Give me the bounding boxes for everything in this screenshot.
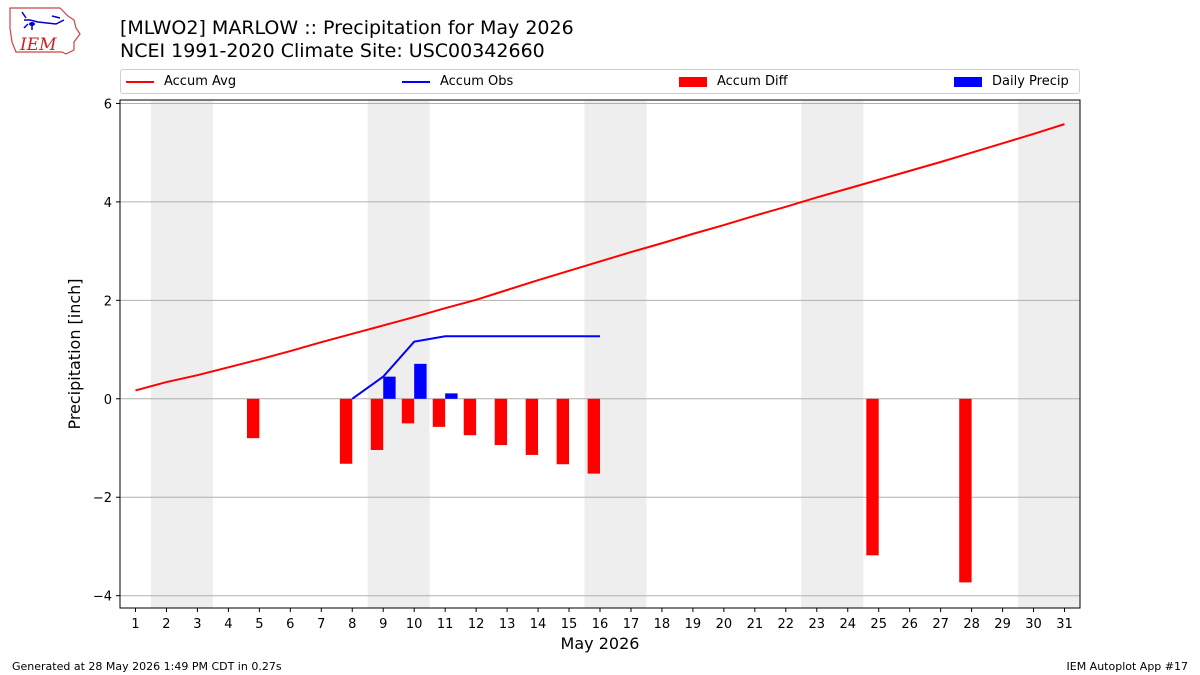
x-tick-label-27: 27 — [932, 617, 949, 632]
bar-accum-diff-day-9 — [370, 398, 384, 450]
y-tick-label-0: −4 — [93, 590, 112, 605]
bar-accum-diff-day-28 — [959, 398, 972, 583]
legend-label-accum-obs: Accum Obs — [440, 74, 514, 89]
x-tick-label-21: 21 — [747, 617, 764, 632]
legend-swatch-accum-diff — [679, 76, 707, 87]
x-tick-label-18: 18 — [654, 617, 671, 632]
x-tick-label-5: 5 — [255, 617, 263, 632]
bar-accum-diff-day-11 — [432, 398, 446, 427]
x-axis-label: May 2026 — [561, 634, 640, 653]
y-tick-label-3: 2 — [104, 294, 112, 309]
x-tick-label-31: 31 — [1056, 617, 1073, 632]
bar-accum-diff-day-12 — [463, 398, 477, 436]
x-tick-label-4: 4 — [224, 617, 232, 632]
bar-accum-diff-day-8 — [339, 398, 353, 464]
x-tick-label-9: 9 — [379, 617, 387, 632]
bar-daily-precip-day-11 — [445, 393, 458, 399]
weekend-band-3 — [584, 100, 647, 608]
x-tick-label-20: 20 — [716, 617, 733, 632]
x-tick-label-17: 17 — [623, 617, 640, 632]
bar-daily-precip-day-10 — [414, 363, 427, 399]
line-accum-avg — [135, 123, 1065, 392]
y-tick-label-2: 0 — [104, 393, 112, 408]
bar-accum-diff-day-13 — [494, 398, 508, 446]
legend-label-accum-diff: Accum Diff — [717, 74, 788, 89]
legend-swatch-accum-obs — [402, 80, 430, 83]
x-tick-label-14: 14 — [530, 617, 547, 632]
x-tick-label-29: 29 — [994, 617, 1011, 632]
y-tick-label-5: 6 — [104, 97, 112, 112]
x-tick-label-16: 16 — [592, 617, 609, 632]
x-tick-label-2: 2 — [162, 617, 170, 632]
legend: Accum Avg Accum Obs Accum Diff Daily Pre… — [120, 69, 1080, 94]
weekend-band-1 — [150, 100, 213, 608]
y-tick-label-4: 4 — [104, 196, 112, 211]
bar-accum-diff-day-15 — [556, 398, 570, 465]
bar-accum-diff-day-14 — [525, 398, 539, 455]
legend-label-daily-precip: Daily Precip — [992, 74, 1069, 89]
bar-daily-precip-day-9 — [383, 376, 396, 399]
legend-item-accum-obs: Accum Obs — [402, 70, 513, 93]
x-tick-label-6: 6 — [286, 617, 294, 632]
weekend-band-2 — [367, 100, 430, 608]
x-tick-label-3: 3 — [193, 617, 201, 632]
y-axis-label: Precipitation [inch] — [65, 278, 84, 429]
x-tick-label-12: 12 — [468, 617, 485, 632]
x-tick-label-22: 22 — [778, 617, 795, 632]
line-accum-obs — [351, 335, 600, 400]
chart-title: [MLWO2] MARLOW :: Precipitation for May … — [120, 17, 574, 39]
legend-swatch-daily-precip — [954, 76, 982, 87]
x-tick-label-25: 25 — [870, 617, 887, 632]
x-tick-label-15: 15 — [561, 617, 578, 632]
logo-text: IEM — [19, 35, 57, 55]
x-tick-label-19: 19 — [685, 617, 702, 632]
iem-logo: IEM — [8, 4, 82, 60]
bar-accum-diff-day-25 — [866, 398, 879, 556]
x-tick-label-1: 1 — [131, 617, 139, 632]
legend-label-accum-avg: Accum Avg — [164, 74, 237, 89]
x-tick-label-8: 8 — [348, 617, 356, 632]
legend-item-accum-avg: Accum Avg — [126, 70, 236, 93]
x-tick-label-10: 10 — [406, 617, 423, 632]
bar-accum-diff-day-10 — [401, 398, 415, 424]
chart-subtitle: NCEI 1991-2020 Climate Site: USC00342660 — [120, 40, 545, 62]
bar-accum-diff-day-16 — [587, 398, 600, 474]
bar-accum-diff-day-5 — [246, 398, 260, 439]
x-tick-label-28: 28 — [963, 617, 980, 632]
x-tick-label-26: 26 — [901, 617, 918, 632]
y-tick-label-1: −2 — [93, 491, 112, 506]
x-tick-label-30: 30 — [1025, 617, 1042, 632]
x-tick-label-23: 23 — [809, 617, 826, 632]
weekend-band-4 — [801, 100, 864, 608]
footer-app: IEM Autoplot App #17 — [1066, 660, 1189, 673]
legend-item-daily-precip: Daily Precip — [954, 70, 1069, 93]
legend-swatch-accum-avg — [126, 80, 154, 83]
x-tick-label-13: 13 — [499, 617, 516, 632]
x-tick-label-7: 7 — [317, 617, 325, 632]
x-tick-label-11: 11 — [437, 617, 454, 632]
x-tick-label-24: 24 — [839, 617, 856, 632]
legend-item-accum-diff: Accum Diff — [679, 70, 788, 93]
footer-generated: Generated at 28 May 2026 1:49 PM CDT in … — [12, 660, 282, 673]
weekend-band-5 — [1018, 100, 1080, 608]
